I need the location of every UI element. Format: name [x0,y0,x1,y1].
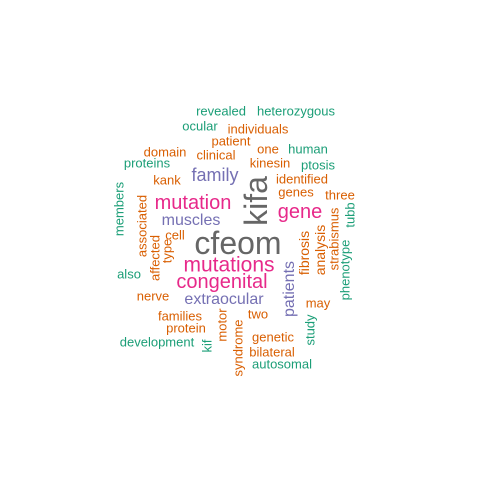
word-type: type [159,238,175,264]
word-tubb: tubb [342,202,358,228]
word-development: development [119,334,195,350]
word-ocular: ocular [182,118,218,134]
word-also: also [117,266,141,282]
word-heterozygous: heterozygous [256,103,336,119]
word-extraocular: extraocular [184,291,264,308]
word-may: may [305,295,331,311]
word-bilateral: bilateral [249,344,295,360]
word-individuals: individuals [227,121,289,137]
word-gene: gene [277,201,323,223]
word-mutation: mutation [154,192,232,214]
word-family: family [191,165,239,185]
word-patient: patient [211,133,251,149]
word-autosomal: autosomal [252,356,312,372]
word-genetic: genetic [252,329,294,345]
word-genes: genes [278,184,314,200]
word-motor: motor [214,308,230,342]
word-three: three [325,187,355,203]
word-muscles: muscles [161,212,221,229]
word-domain: domain [143,144,187,160]
word-analysis: analysis [312,224,328,276]
word-revealed: revealed [196,103,246,119]
word-identified: identified [275,171,329,187]
word-syndrome: syndrome [230,319,246,377]
word-congenital: congenital [176,271,268,293]
word-kinesin: kinesin [249,155,291,171]
word-members: members [111,181,127,237]
word-two: two [247,306,269,322]
word-cfeom: cfeom [194,225,282,261]
word-ptosis: ptosis [301,157,335,173]
word-cell: cell [165,227,185,243]
word-protein: protein [166,320,206,336]
word-phenotype: phenotype [337,239,353,301]
word-study: study [302,314,318,346]
word-kif: kif [199,339,215,353]
word-mutations: mutations [183,253,275,277]
word-clinical: clinical [196,147,236,163]
word-kank: kank [153,172,181,188]
word-proteins: proteins [123,155,171,171]
word-one: one [257,141,279,157]
word-fibrosis: fibrosis [296,230,312,276]
word-kifa: kifa [238,176,274,226]
word-nerve: nerve [136,288,170,304]
word-families: families [157,308,203,324]
word-human: human [288,141,328,157]
